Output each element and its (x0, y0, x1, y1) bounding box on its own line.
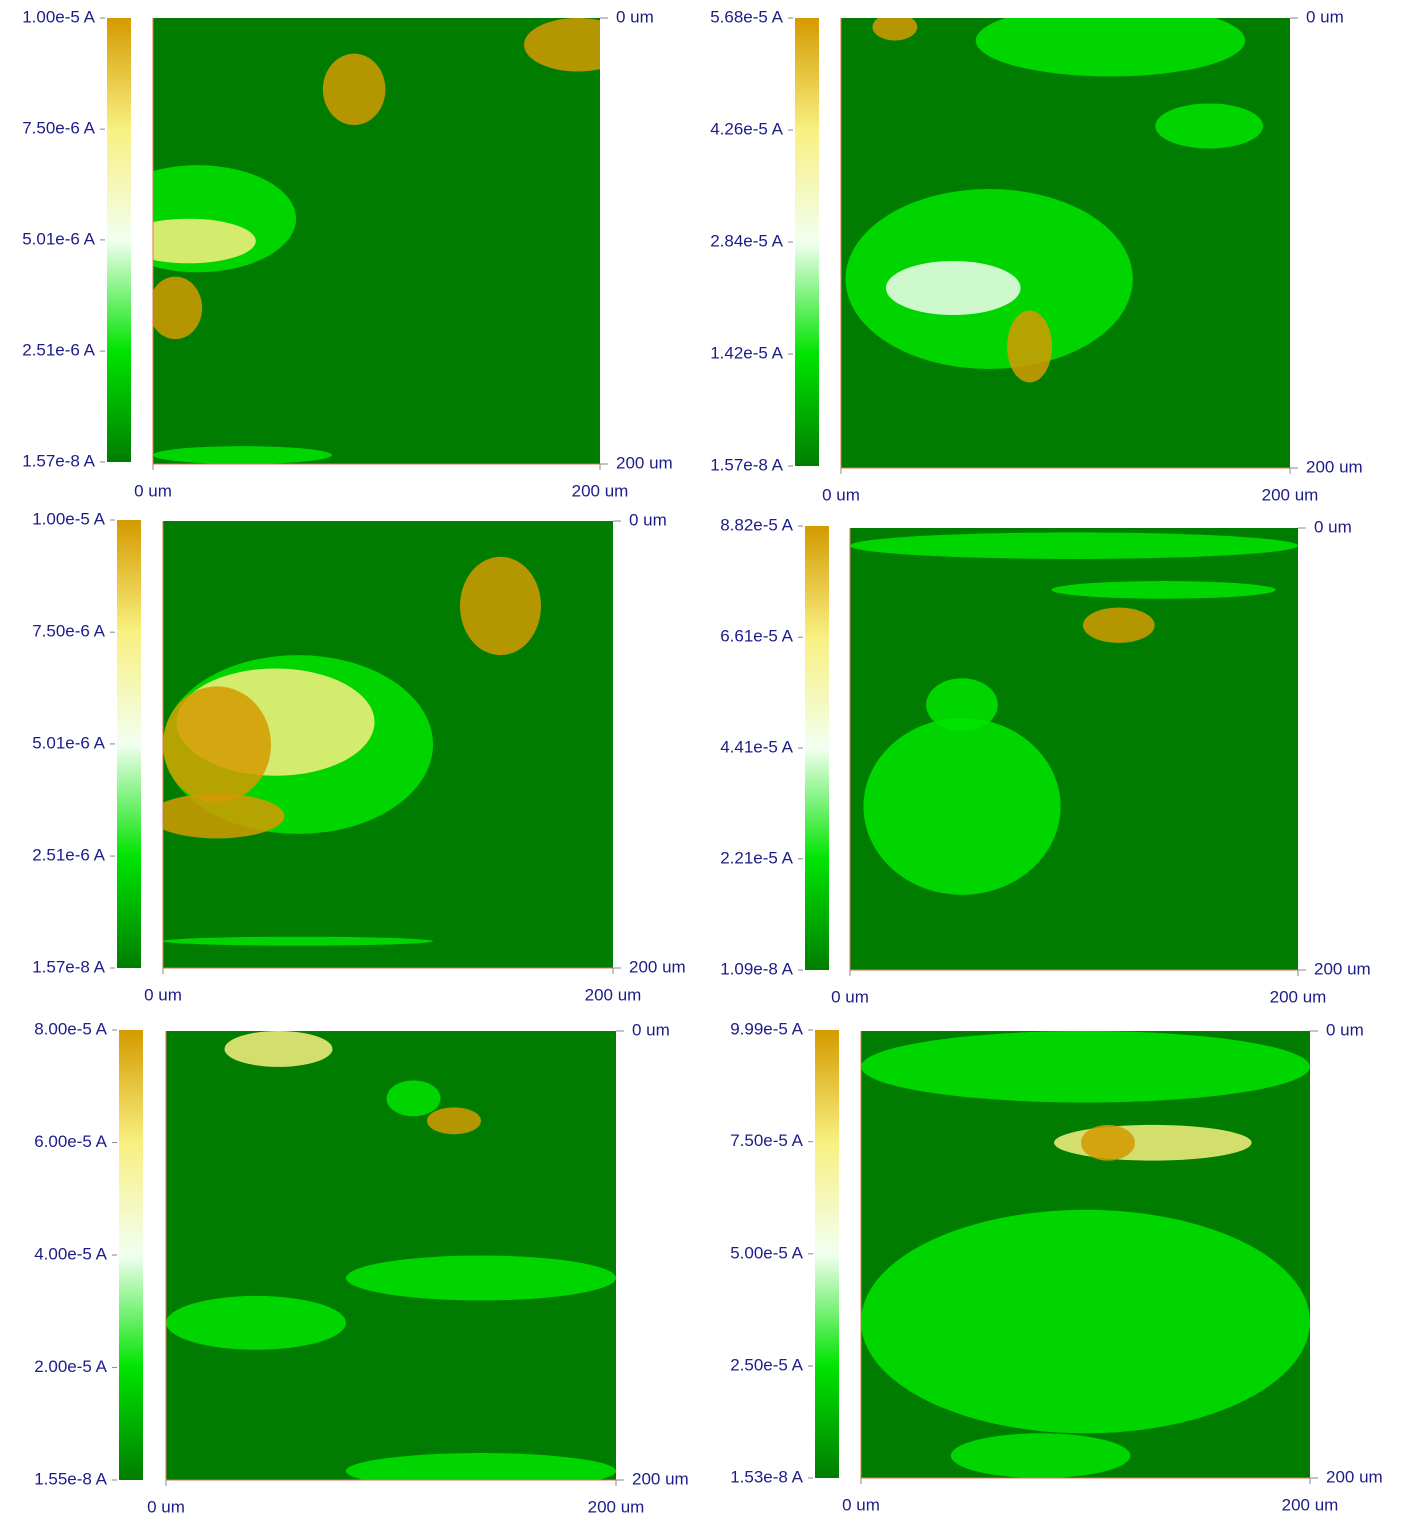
y-tick-label: 200 um (1306, 457, 1363, 476)
texture-blob (951, 1433, 1131, 1478)
colorbar (117, 520, 141, 968)
texture-blob (149, 277, 203, 339)
x-tick-label: 0 um (134, 481, 172, 500)
x-tick-label: 200 um (588, 1497, 645, 1516)
y-tick-label: 0 um (616, 7, 654, 26)
colorbar-tick-label: 8.00e-5 A (34, 1019, 107, 1038)
colorbar-tick-label: 4.00e-5 A (34, 1245, 107, 1264)
texture-blob (1155, 104, 1263, 149)
y-tick-label: 200 um (629, 957, 686, 976)
colorbar-tick-label: 2.21e-5 A (720, 848, 793, 867)
colorbar-tick-label: 8.82e-5 A (720, 515, 793, 534)
texture-blob (872, 14, 917, 41)
colorbar-tick-label: 1.57e-8 A (32, 957, 105, 976)
colorbar-tick-label: 6.61e-5 A (720, 627, 793, 646)
colorbar-tick-label: 2.51e-6 A (32, 846, 105, 865)
colorbar-tick-label: 1.00e-5 A (22, 7, 95, 26)
colorbar-tick-label: 4.41e-5 A (720, 738, 793, 757)
texture-blob (886, 261, 1021, 315)
figure: 1.57e-8 A 2.51e-6 A 5.01e-6 A 7.50e-6 A 1.00… (0, 0, 1409, 1521)
colorbar-tick-label: 1.09e-8 A (720, 959, 793, 978)
texture-blob (323, 54, 386, 125)
colorbar-tick-label: 5.01e-6 A (32, 733, 105, 752)
texture-blob (1052, 581, 1276, 599)
texture-blob (976, 5, 1245, 77)
colorbar-tick-label: 2.84e-5 A (710, 232, 783, 251)
colorbar-tick-label: 2.51e-6 A (22, 341, 95, 360)
colorbar (795, 18, 819, 466)
x-tick-label: 0 um (831, 987, 869, 1006)
colorbar-tick-label: 1.55e-8 A (34, 1469, 107, 1488)
y-tick-label: 200 um (632, 1469, 689, 1488)
texture-blob (861, 1031, 1310, 1103)
x-tick-label: 0 um (144, 985, 182, 1004)
texture-blob (163, 686, 271, 802)
x-tick-label: 200 um (1270, 987, 1327, 1006)
texture-blob (346, 1453, 616, 1489)
colorbar-tick-label: 2.00e-5 A (34, 1357, 107, 1376)
colorbar-tick-label: 5.68e-5 A (710, 7, 783, 26)
colorbar (119, 1030, 143, 1480)
x-tick-label: 200 um (585, 985, 642, 1004)
texture-blob (150, 794, 285, 839)
colorbar-tick-label: 2.50e-5 A (730, 1355, 803, 1374)
colorbar-tick-label: 6.00e-5 A (34, 1132, 107, 1151)
page: {"chart_data": [ {"type": "heatmap", "co… (0, 0, 1409, 1521)
y-tick-label: 0 um (1314, 517, 1352, 536)
x-tick-label: 200 um (572, 481, 629, 500)
texture-blob (346, 1256, 616, 1301)
x-tick-label: 0 um (842, 1495, 880, 1514)
texture-blob (166, 1296, 346, 1350)
texture-blob (1081, 1125, 1135, 1161)
x-tick-label: 0 um (147, 1497, 185, 1516)
texture-blob (153, 446, 332, 464)
y-tick-label: 0 um (632, 1020, 670, 1039)
colorbar-tick-label: 5.01e-6 A (22, 229, 95, 248)
texture-blob (1007, 311, 1052, 383)
y-tick-label: 0 um (629, 510, 667, 529)
colorbar-tick-label: 5.00e-5 A (730, 1243, 803, 1262)
colorbar-tick-label: 7.50e-5 A (730, 1131, 803, 1150)
y-tick-label: 0 um (1326, 1020, 1364, 1039)
y-tick-label: 200 um (616, 453, 673, 472)
colorbar-tick-label: 1.00e-5 A (32, 509, 105, 528)
texture-blob (1083, 608, 1155, 643)
colorbar-tick-label: 1.57e-8 A (22, 451, 95, 470)
colorbar-tick-label: 1.57e-8 A (710, 455, 783, 474)
texture-blob (387, 1080, 441, 1116)
colorbar-tick-label: 1.42e-5 A (710, 344, 783, 363)
texture-blob (225, 1031, 333, 1067)
texture-blob (427, 1107, 481, 1134)
y-tick-label: 0 um (1306, 7, 1344, 26)
texture-blob (850, 532, 1298, 559)
y-tick-label: 200 um (1314, 959, 1371, 978)
x-tick-label: 200 um (1262, 485, 1319, 504)
texture-blob (861, 1210, 1310, 1434)
texture-blob (122, 219, 256, 264)
colorbar-tick-label: 7.50e-6 A (32, 622, 105, 641)
colorbar-tick-label: 9.99e-5 A (730, 1019, 803, 1038)
colorbar (107, 18, 131, 462)
colorbar-tick-label: 1.53e-8 A (730, 1467, 803, 1486)
x-tick-label: 0 um (822, 485, 860, 504)
colorbar (815, 1030, 839, 1478)
texture-blob (163, 937, 433, 946)
texture-blob (863, 718, 1060, 895)
x-tick-label: 200 um (1282, 1495, 1339, 1514)
colorbar-tick-label: 7.50e-6 A (22, 119, 95, 138)
colorbar-tick-label: 4.26e-5 A (710, 120, 783, 139)
texture-blob (460, 557, 541, 655)
colorbar (805, 526, 829, 970)
y-tick-label: 200 um (1326, 1467, 1383, 1486)
